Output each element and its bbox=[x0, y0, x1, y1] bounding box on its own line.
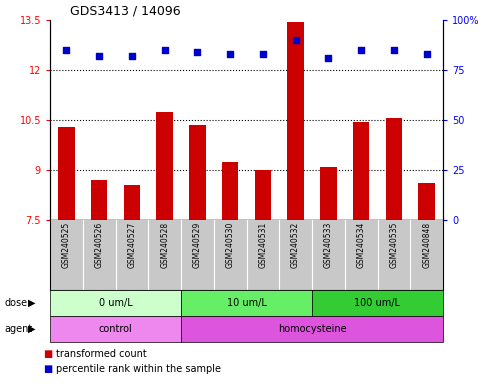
Bar bbox=[386, 118, 402, 220]
Text: control: control bbox=[99, 324, 132, 334]
Point bbox=[194, 49, 201, 55]
Text: homocysteine: homocysteine bbox=[278, 324, 346, 334]
Text: GSM240530: GSM240530 bbox=[226, 222, 235, 268]
Bar bbox=[189, 125, 206, 220]
Text: GSM240532: GSM240532 bbox=[291, 222, 300, 268]
Point bbox=[357, 47, 365, 53]
Bar bbox=[181, 316, 443, 342]
Text: GSM240526: GSM240526 bbox=[95, 222, 104, 268]
Text: agent: agent bbox=[5, 324, 33, 334]
Text: GDS3413 / 14096: GDS3413 / 14096 bbox=[70, 5, 180, 17]
Text: GSM240529: GSM240529 bbox=[193, 222, 202, 268]
Bar bbox=[124, 185, 140, 220]
Point bbox=[390, 47, 398, 53]
Bar bbox=[222, 162, 238, 220]
Text: 100 um/L: 100 um/L bbox=[355, 298, 400, 308]
Bar bbox=[58, 127, 74, 220]
Bar bbox=[418, 183, 435, 220]
Text: percentile rank within the sample: percentile rank within the sample bbox=[56, 364, 221, 374]
Point bbox=[161, 47, 169, 53]
Bar bbox=[312, 290, 443, 316]
Text: GSM240531: GSM240531 bbox=[258, 222, 268, 268]
Bar bbox=[287, 22, 304, 220]
Bar bbox=[91, 180, 107, 220]
Text: GSM240533: GSM240533 bbox=[324, 222, 333, 268]
Point bbox=[325, 55, 332, 61]
Text: GSM240535: GSM240535 bbox=[389, 222, 398, 268]
Bar bbox=[50, 290, 181, 316]
Bar bbox=[156, 112, 173, 220]
Text: GSM240848: GSM240848 bbox=[422, 222, 431, 268]
Text: GSM240527: GSM240527 bbox=[128, 222, 136, 268]
Bar bbox=[181, 290, 312, 316]
Text: transformed count: transformed count bbox=[56, 349, 146, 359]
Point bbox=[259, 51, 267, 57]
Point bbox=[292, 37, 299, 43]
Bar bbox=[255, 170, 271, 220]
Point bbox=[95, 53, 103, 59]
Point bbox=[226, 51, 234, 57]
Text: ■: ■ bbox=[43, 364, 53, 374]
Text: 10 um/L: 10 um/L bbox=[227, 298, 267, 308]
Bar bbox=[320, 167, 337, 220]
Text: GSM240528: GSM240528 bbox=[160, 222, 169, 268]
Bar bbox=[50, 316, 181, 342]
Bar bbox=[353, 122, 369, 220]
Text: GSM240525: GSM240525 bbox=[62, 222, 71, 268]
Text: 0 um/L: 0 um/L bbox=[99, 298, 132, 308]
Point bbox=[128, 53, 136, 59]
Point bbox=[62, 47, 70, 53]
Text: ▶: ▶ bbox=[28, 324, 35, 334]
Text: ▶: ▶ bbox=[28, 298, 35, 308]
Text: dose: dose bbox=[5, 298, 28, 308]
Text: GSM240534: GSM240534 bbox=[356, 222, 366, 268]
Text: ■: ■ bbox=[43, 349, 53, 359]
Point bbox=[423, 51, 430, 57]
